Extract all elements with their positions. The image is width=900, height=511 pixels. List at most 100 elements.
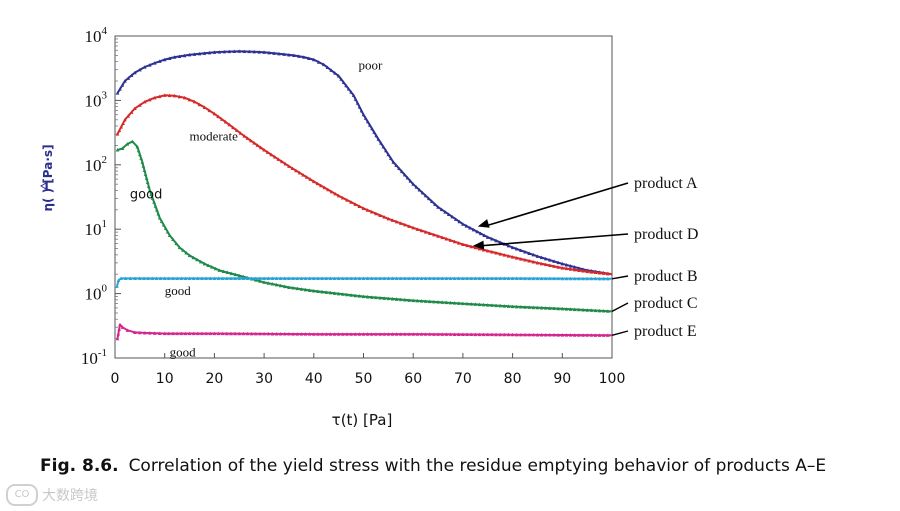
data-point-marker	[143, 331, 147, 335]
data-point-marker	[548, 263, 552, 268]
data-point-marker	[249, 276, 254, 281]
data-point-marker	[141, 164, 146, 168]
data-point-marker	[572, 267, 577, 272]
data-point-marker	[419, 299, 424, 303]
data-point-marker	[433, 202, 437, 206]
data-point-marker	[262, 280, 266, 284]
leader-line	[611, 330, 629, 336]
annotation-moderate: moderate	[190, 128, 239, 143]
data-point-marker	[117, 128, 122, 133]
data-point-marker	[280, 159, 284, 164]
data-point-marker	[365, 294, 370, 299]
data-point-marker	[415, 276, 420, 281]
data-point-marker	[552, 276, 556, 281]
data-point-marker	[116, 332, 121, 336]
data-point-marker	[156, 212, 161, 216]
data-point-marker	[577, 333, 581, 337]
data-point-marker	[177, 54, 182, 58]
data-point-marker	[115, 132, 120, 136]
data-point-marker	[417, 188, 422, 192]
x-tick-label: 30	[255, 371, 273, 387]
data-point-marker	[382, 276, 387, 281]
data-point-marker	[172, 55, 177, 59]
y-tick-label: 102	[85, 154, 108, 175]
data-point-marker	[312, 332, 316, 336]
data-point-marker	[312, 179, 316, 184]
data-point-marker	[597, 333, 602, 337]
data-point-marker	[234, 128, 239, 132]
data-point-marker	[210, 265, 214, 269]
data-point-marker	[456, 332, 461, 336]
data-point-marker	[197, 102, 202, 107]
data-point-marker	[142, 276, 146, 281]
data-point-marker	[225, 270, 230, 275]
data-point-marker	[242, 49, 247, 53]
data-point-marker	[163, 226, 168, 231]
data-point-marker	[465, 301, 469, 306]
data-point-marker	[444, 332, 449, 336]
data-point-marker	[249, 331, 254, 336]
data-point-marker	[485, 332, 490, 337]
data-point-marker	[266, 281, 271, 285]
annotation-good: good	[170, 345, 197, 360]
data-point-marker	[119, 276, 123, 281]
data-point-marker	[411, 332, 415, 336]
data-point-marker	[564, 333, 569, 337]
data-point-marker	[233, 331, 237, 336]
y-axis-title-group: η( ) [Pa·s]	[40, 144, 55, 212]
data-point-marker	[133, 330, 137, 334]
data-point-marker	[262, 331, 266, 336]
data-point-marker	[506, 254, 511, 258]
data-point-marker	[192, 52, 197, 56]
data-point-marker	[469, 276, 473, 281]
data-point-marker	[262, 276, 266, 281]
data-point-marker	[167, 93, 172, 98]
data-point-marker	[295, 276, 300, 281]
figure-caption: Fig. 8.6. Correlation of the yield stress…	[40, 456, 826, 476]
data-point-marker	[177, 245, 182, 250]
data-point-marker	[307, 276, 312, 281]
data-point-marker	[319, 183, 323, 188]
data-point-marker	[157, 59, 162, 63]
data-point-marker	[436, 332, 440, 336]
data-point-marker	[353, 293, 358, 298]
data-point-marker	[485, 249, 490, 253]
data-point-marker	[448, 300, 453, 305]
data-point-marker	[568, 307, 573, 311]
data-point-marker	[187, 276, 192, 281]
data-point-marker	[379, 141, 383, 145]
data-point-marker	[340, 276, 345, 281]
data-point-marker	[477, 246, 482, 251]
data-point-marker	[397, 166, 401, 171]
data-point-marker	[523, 332, 527, 337]
data-point-marker	[464, 224, 469, 228]
data-point-marker	[326, 187, 330, 192]
data-point-marker	[177, 94, 182, 99]
data-point-marker	[456, 301, 461, 305]
data-point-marker	[191, 255, 196, 260]
data-point-marker	[423, 299, 428, 303]
data-point-marker	[336, 291, 341, 296]
data-point-marker	[369, 295, 374, 299]
data-point-marker	[120, 83, 125, 87]
data-point-marker	[381, 144, 386, 149]
data-point-marker	[440, 300, 444, 304]
data-point-marker	[254, 331, 258, 336]
data-point-marker	[241, 331, 246, 336]
data-point-marker	[115, 284, 119, 288]
data-point-marker	[336, 332, 341, 336]
data-point-marker	[303, 276, 308, 281]
data-point-marker	[535, 305, 540, 310]
data-point-marker	[278, 332, 283, 336]
data-point-marker	[204, 331, 208, 336]
data-point-marker	[514, 276, 519, 281]
data-point-marker	[378, 332, 382, 336]
data-point-marker	[490, 250, 494, 254]
data-point-marker	[217, 268, 222, 272]
data-point-marker	[531, 305, 536, 310]
data-point-marker	[172, 93, 177, 98]
data-point-marker	[212, 276, 217, 281]
data-point-marker	[287, 332, 291, 336]
data-point-marker	[386, 332, 391, 336]
data-point-marker	[297, 54, 301, 58]
